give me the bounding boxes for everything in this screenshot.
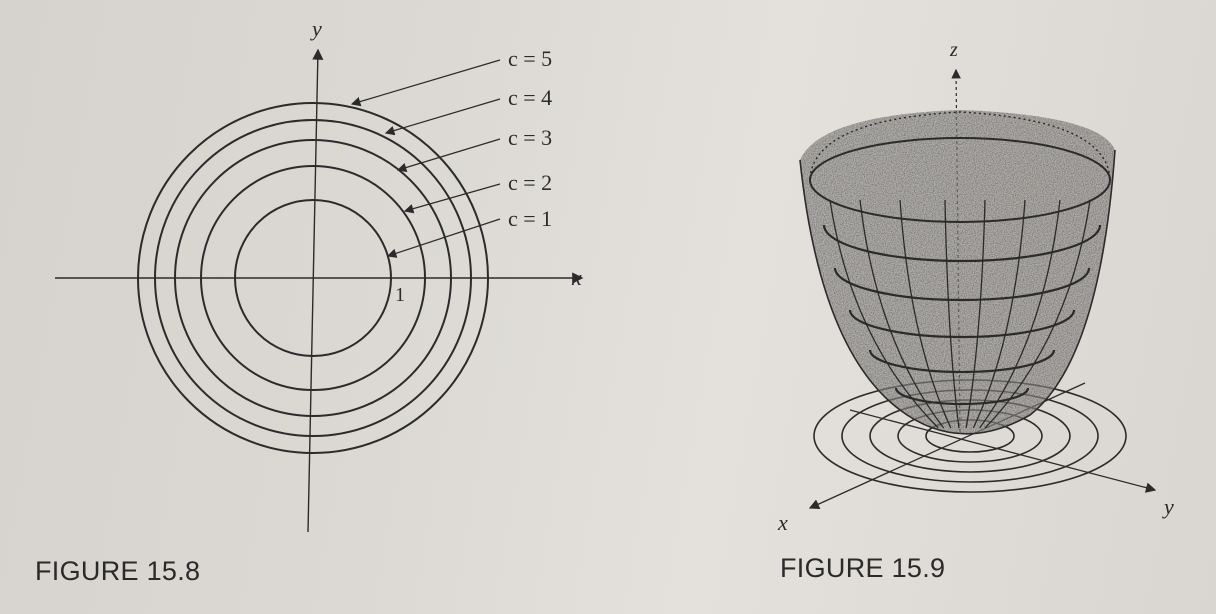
leader-c4 [384,98,501,136]
contour-map-figure: c = 5 c = 4 c = 3 c = 2 c = 1 y x 1 [55,16,584,533]
contour-label-c2: c = 2 [508,170,552,195]
tick-label-one: 1 [395,284,405,306]
surface-meridian-2 [859,199,945,429]
surface-meridian-1 [829,199,939,429]
contour-label-c4: c = 4 [508,85,552,110]
y-axis [307,48,324,533]
surface-meridian-5 [965,199,986,429]
level-curve-c2 [200,165,426,391]
surface-rim [809,137,1111,223]
paraboloid-figure: z x y [777,39,1174,535]
x-axis-label-3d: x [777,510,788,535]
surface-ring-4 [868,349,1056,374]
x-axis-label: x [571,265,582,290]
leader-c1 [386,218,501,258]
surface-ring-1 [822,224,1102,263]
level-curve-c5 [137,102,489,454]
meridian-lines [829,199,1091,429]
figure-caption-left: FIGURE 15.8 [35,556,201,586]
contour-label-c5: c = 5 [508,46,552,71]
surface-outline [799,149,1116,435]
level-curve-c4 [154,119,472,437]
level-curves [137,102,489,454]
leader-c2 [403,183,501,214]
y-axis-label-3d: y [1162,494,1174,519]
level-curve-c3 [174,139,452,417]
level-curve-c1 [234,199,392,357]
leader-c5 [350,59,501,107]
surface-ring-3 [848,309,1076,339]
surface-meridian-4 [944,199,960,429]
surface-meridian-8 [984,199,1091,429]
figure-caption-right: FIGURE 15.9 [780,553,946,583]
surface-ring-5 [894,387,1030,406]
surface-meridian-3 [899,199,952,429]
contour-label-c1: c = 1 [508,206,552,231]
z-axis-label: z [949,39,958,61]
3d-y-axis [849,409,1157,493]
y-axis-label: y [310,16,322,41]
surface-meridian-7 [979,199,1061,429]
contour-label-c3: c = 3 [508,125,552,150]
surface-meridian-6 [972,199,1026,429]
leader-c3 [396,138,501,173]
